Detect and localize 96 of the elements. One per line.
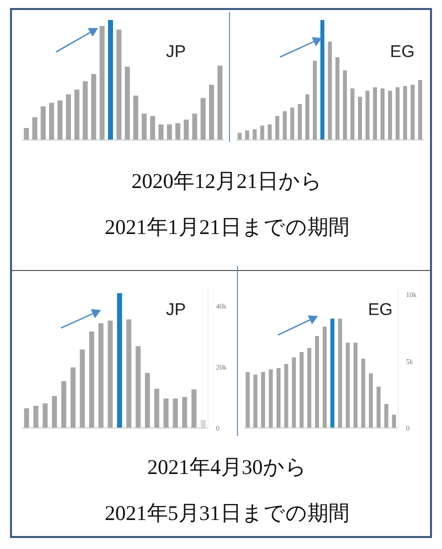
bar bbox=[282, 111, 287, 140]
bar bbox=[98, 323, 104, 428]
bar bbox=[253, 374, 258, 428]
bar bbox=[396, 87, 400, 140]
bar bbox=[292, 357, 296, 428]
bar bbox=[144, 372, 150, 428]
bar bbox=[252, 129, 257, 140]
text: 2021年5月31日までの期間 bbox=[104, 500, 350, 527]
bar bbox=[368, 373, 373, 428]
bar bbox=[328, 42, 332, 140]
bar bbox=[320, 20, 324, 140]
text: EG bbox=[390, 42, 415, 62]
bar bbox=[49, 102, 54, 140]
bar bbox=[33, 406, 38, 428]
bar bbox=[32, 117, 38, 140]
bar bbox=[312, 60, 317, 140]
bar bbox=[305, 94, 310, 140]
bar bbox=[373, 87, 378, 140]
bar bbox=[260, 126, 264, 140]
bar bbox=[89, 332, 94, 428]
bar bbox=[24, 408, 30, 428]
text: 2021年4月30から bbox=[146, 454, 308, 481]
bar bbox=[42, 403, 48, 428]
bar bbox=[184, 120, 189, 140]
bar bbox=[117, 293, 122, 428]
bar bbox=[108, 20, 114, 140]
text: JP bbox=[166, 300, 186, 320]
text: 2020年12月21日から bbox=[130, 168, 324, 195]
bar bbox=[330, 318, 334, 428]
bar bbox=[300, 352, 304, 428]
bar bbox=[261, 372, 266, 428]
text: EG bbox=[368, 300, 393, 320]
text: 2021年1月21日までの期間 bbox=[104, 214, 350, 241]
bar bbox=[192, 114, 198, 140]
bar bbox=[91, 74, 96, 140]
bar bbox=[158, 124, 164, 140]
bar bbox=[376, 386, 381, 428]
bar bbox=[322, 326, 327, 428]
bar bbox=[353, 342, 358, 428]
bar bbox=[126, 319, 132, 428]
bar bbox=[136, 346, 141, 428]
bar bbox=[314, 336, 319, 428]
bar bbox=[338, 318, 342, 428]
bar bbox=[142, 114, 147, 140]
bar bbox=[61, 381, 66, 428]
bar bbox=[238, 132, 242, 140]
bar bbox=[108, 320, 113, 428]
bar bbox=[217, 66, 222, 140]
bar bbox=[418, 80, 422, 140]
bar bbox=[52, 396, 57, 428]
bar bbox=[346, 342, 350, 428]
bar bbox=[246, 372, 250, 428]
bar bbox=[58, 100, 63, 140]
bar bbox=[40, 106, 46, 140]
bar bbox=[166, 124, 172, 140]
bar bbox=[392, 414, 396, 428]
bar bbox=[290, 108, 294, 140]
bar bbox=[365, 90, 370, 140]
bar bbox=[172, 398, 178, 428]
bar bbox=[298, 104, 302, 140]
bar bbox=[209, 84, 214, 140]
bar bbox=[175, 123, 180, 140]
bar bbox=[275, 116, 280, 140]
bar bbox=[66, 94, 71, 140]
bar bbox=[82, 81, 88, 140]
bar bbox=[74, 90, 80, 140]
bar bbox=[403, 86, 408, 140]
bar bbox=[276, 368, 280, 428]
bar bbox=[164, 398, 169, 428]
bar bbox=[388, 90, 392, 140]
bar bbox=[191, 389, 196, 428]
bar bbox=[100, 26, 105, 140]
bar bbox=[133, 96, 138, 140]
bar bbox=[182, 396, 188, 428]
bar bbox=[307, 348, 312, 428]
bar bbox=[380, 88, 385, 140]
bar bbox=[342, 70, 347, 140]
bar bbox=[361, 358, 366, 428]
bar bbox=[284, 364, 288, 428]
bar bbox=[350, 88, 354, 140]
bar bbox=[245, 130, 250, 140]
bar bbox=[410, 84, 415, 140]
bar bbox=[70, 367, 76, 428]
bar bbox=[358, 96, 362, 140]
bar bbox=[154, 388, 160, 428]
bar bbox=[200, 98, 206, 140]
bar bbox=[80, 349, 85, 428]
bar bbox=[124, 66, 130, 140]
text: JP bbox=[166, 42, 186, 62]
bar bbox=[335, 57, 340, 140]
bar bbox=[150, 116, 156, 140]
bar bbox=[268, 369, 273, 428]
bar bbox=[384, 404, 388, 428]
bar bbox=[116, 30, 122, 140]
bar bbox=[24, 128, 29, 140]
bar bbox=[268, 124, 272, 140]
